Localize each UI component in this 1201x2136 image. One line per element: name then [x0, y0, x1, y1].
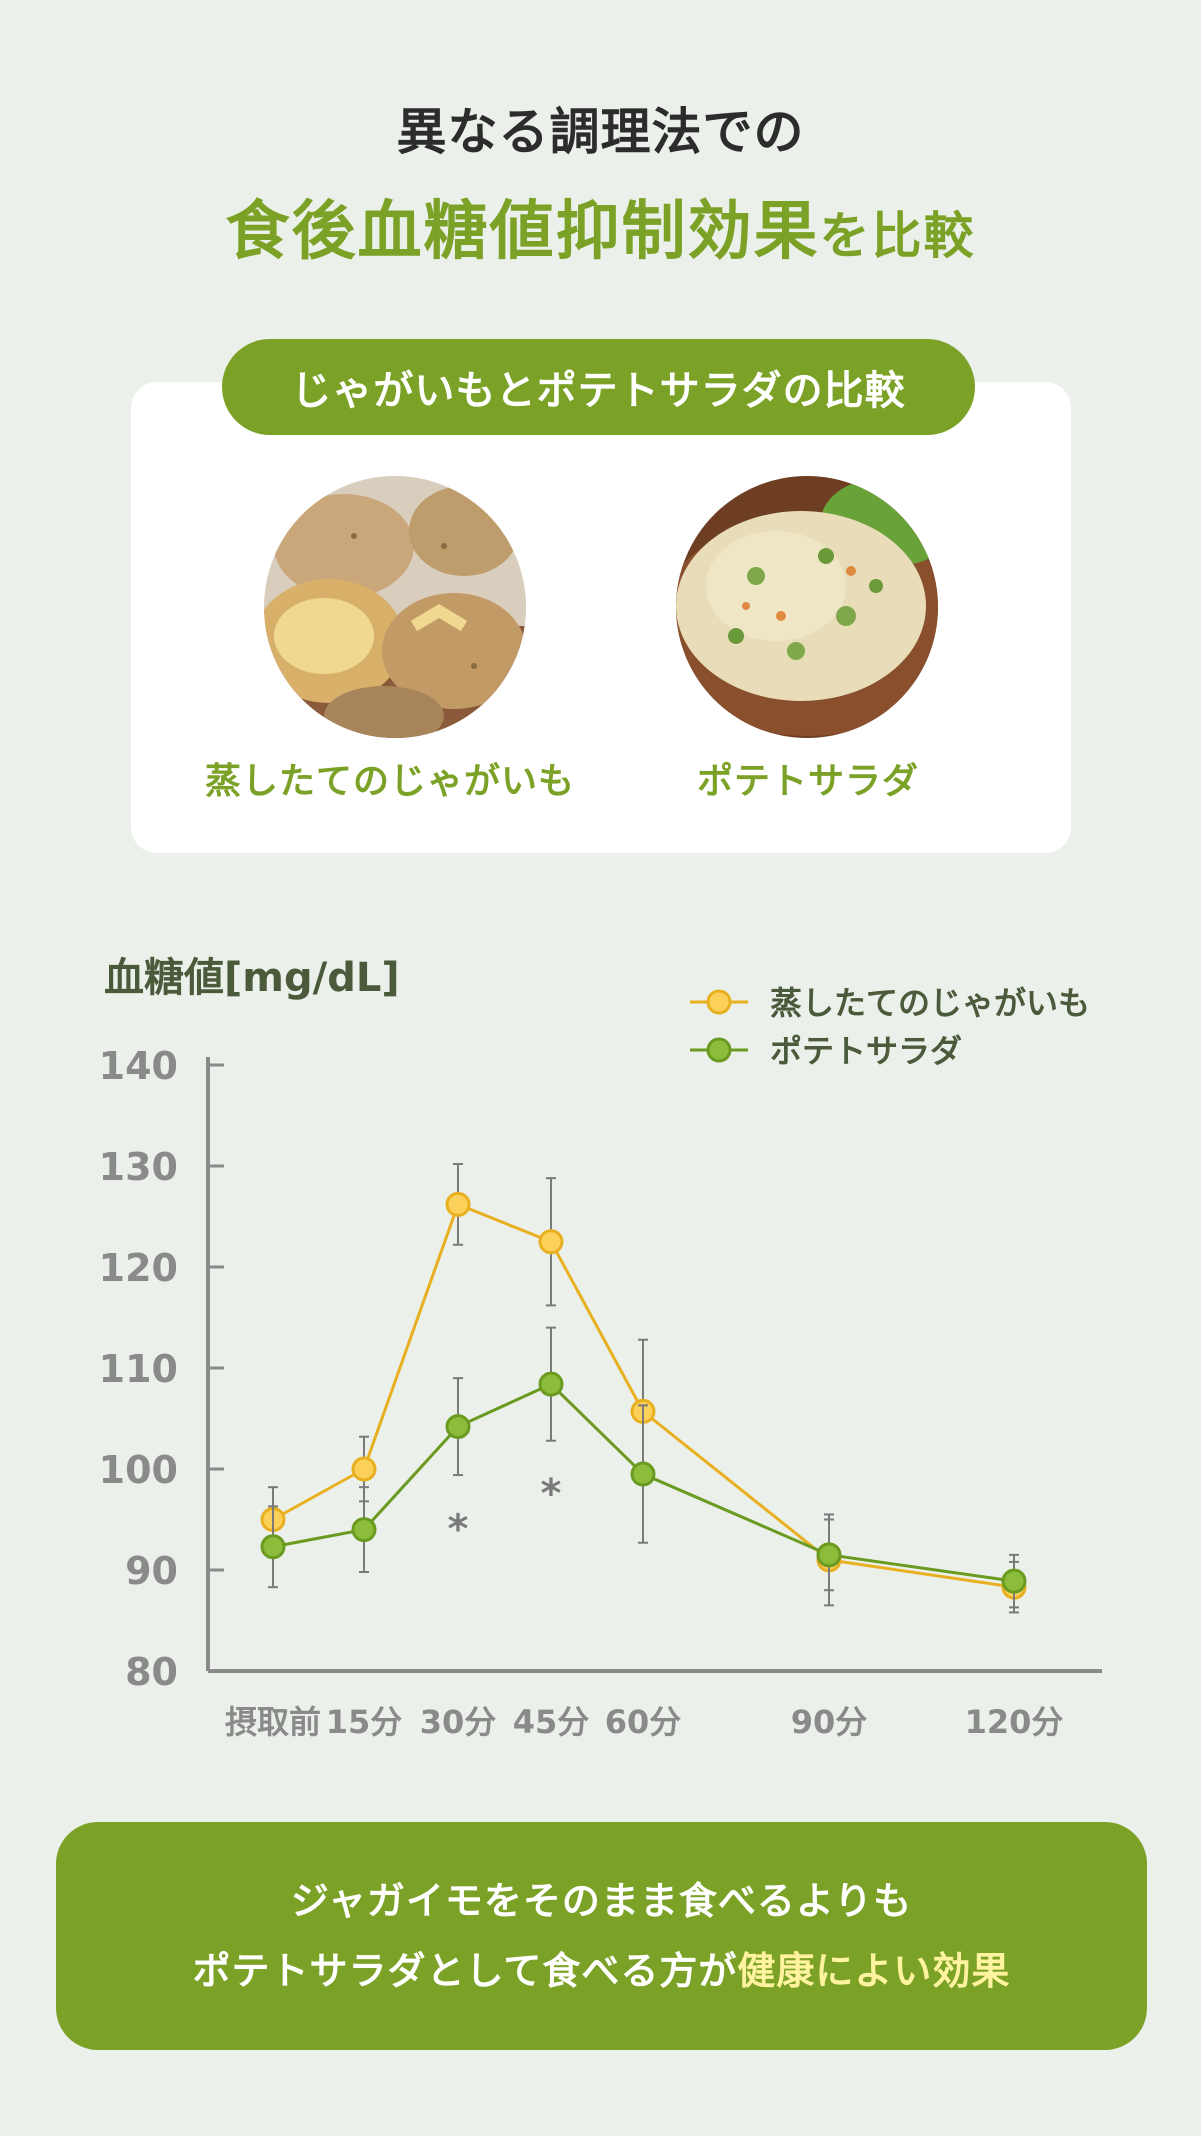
x-tick-label: 45分	[513, 1703, 590, 1741]
legend-label: ポテトサラダ	[770, 1032, 962, 1070]
potato-salad-image	[676, 476, 938, 738]
y-tick-label: 90	[125, 1549, 178, 1593]
y-tick-labels: 80 90 100 110 120 130 140	[99, 1044, 224, 1694]
y-tick-label: 120	[99, 1246, 178, 1290]
data-point	[351, 1517, 377, 1543]
series-0	[260, 1162, 1027, 1614]
chart-series	[260, 1162, 1027, 1614]
series-1	[260, 1326, 1027, 1609]
title-line2: 食後血糖値抑制効果を比較	[0, 180, 1201, 272]
conclusion-line1: ジャガイモをそのまま食べるよりも	[290, 1879, 913, 1923]
data-point	[538, 1229, 564, 1255]
data-point	[260, 1534, 286, 1560]
conclusion-line2-prefix: ポテトサラダとして食べる方が	[192, 1949, 738, 1993]
significance-mark: *	[541, 1471, 562, 1517]
data-point	[445, 1191, 471, 1217]
blood-glucose-chart: 血糖値[mg/dL] 80 90 100 110 120 130 140 摂取前 15分 30分…	[0, 940, 1201, 1770]
y-tick-label: 110	[99, 1347, 178, 1391]
potato-salad-label: ポテトサラダ	[696, 761, 919, 802]
steamed-potatoes-label: 蒸したてのじゃがいも	[204, 761, 575, 802]
x-tick-label: 15分	[326, 1703, 403, 1741]
data-point	[538, 1371, 564, 1397]
title-suffix: を比較	[819, 207, 976, 265]
y-tick-label: 140	[99, 1044, 178, 1088]
x-tick-label: 30分	[420, 1703, 497, 1741]
legend-label: 蒸したてのじゃがいも	[770, 984, 1090, 1022]
x-tick-label: 60分	[605, 1703, 682, 1741]
data-point	[351, 1456, 377, 1482]
title-line1: 異なる調理法での	[396, 103, 805, 161]
y-tick-label: 130	[99, 1145, 178, 1189]
data-point	[445, 1414, 471, 1440]
title-main: 食後血糖値抑制効果	[225, 195, 820, 269]
y-tick-label: 80	[125, 1650, 178, 1694]
steamed-potatoes-image	[264, 476, 526, 738]
x-tick-labels: 摂取前 15分 30分 45分 60分 90分 120分	[225, 1703, 1063, 1741]
significance-mark: *	[448, 1507, 469, 1553]
legend-marker	[706, 989, 732, 1015]
chart-annotations: **	[448, 1471, 562, 1552]
y-axis-label: 血糖値[mg/dL]	[104, 955, 400, 1001]
x-tick-label: 90分	[791, 1703, 868, 1741]
legend-marker	[706, 1037, 732, 1063]
y-tick-label: 100	[99, 1448, 178, 1492]
data-point	[630, 1461, 656, 1487]
conclusion-box: ジャガイモをそのまま食べるよりも ポテトサラダとして食べる方が健康によい効果	[56, 1822, 1147, 2050]
comparison-pill: じゃがいもとポテトサラダの比較	[222, 339, 975, 435]
conclusion-highlight: 健康によい効果	[737, 1949, 1011, 1993]
x-tick-label: 120分	[965, 1703, 1064, 1741]
x-tick-label: 摂取前	[225, 1703, 321, 1741]
conclusion-line2: ポテトサラダとして食べる方が健康によい効果	[193, 1936, 1011, 2006]
data-point	[816, 1542, 842, 1568]
data-point	[1001, 1568, 1027, 1594]
